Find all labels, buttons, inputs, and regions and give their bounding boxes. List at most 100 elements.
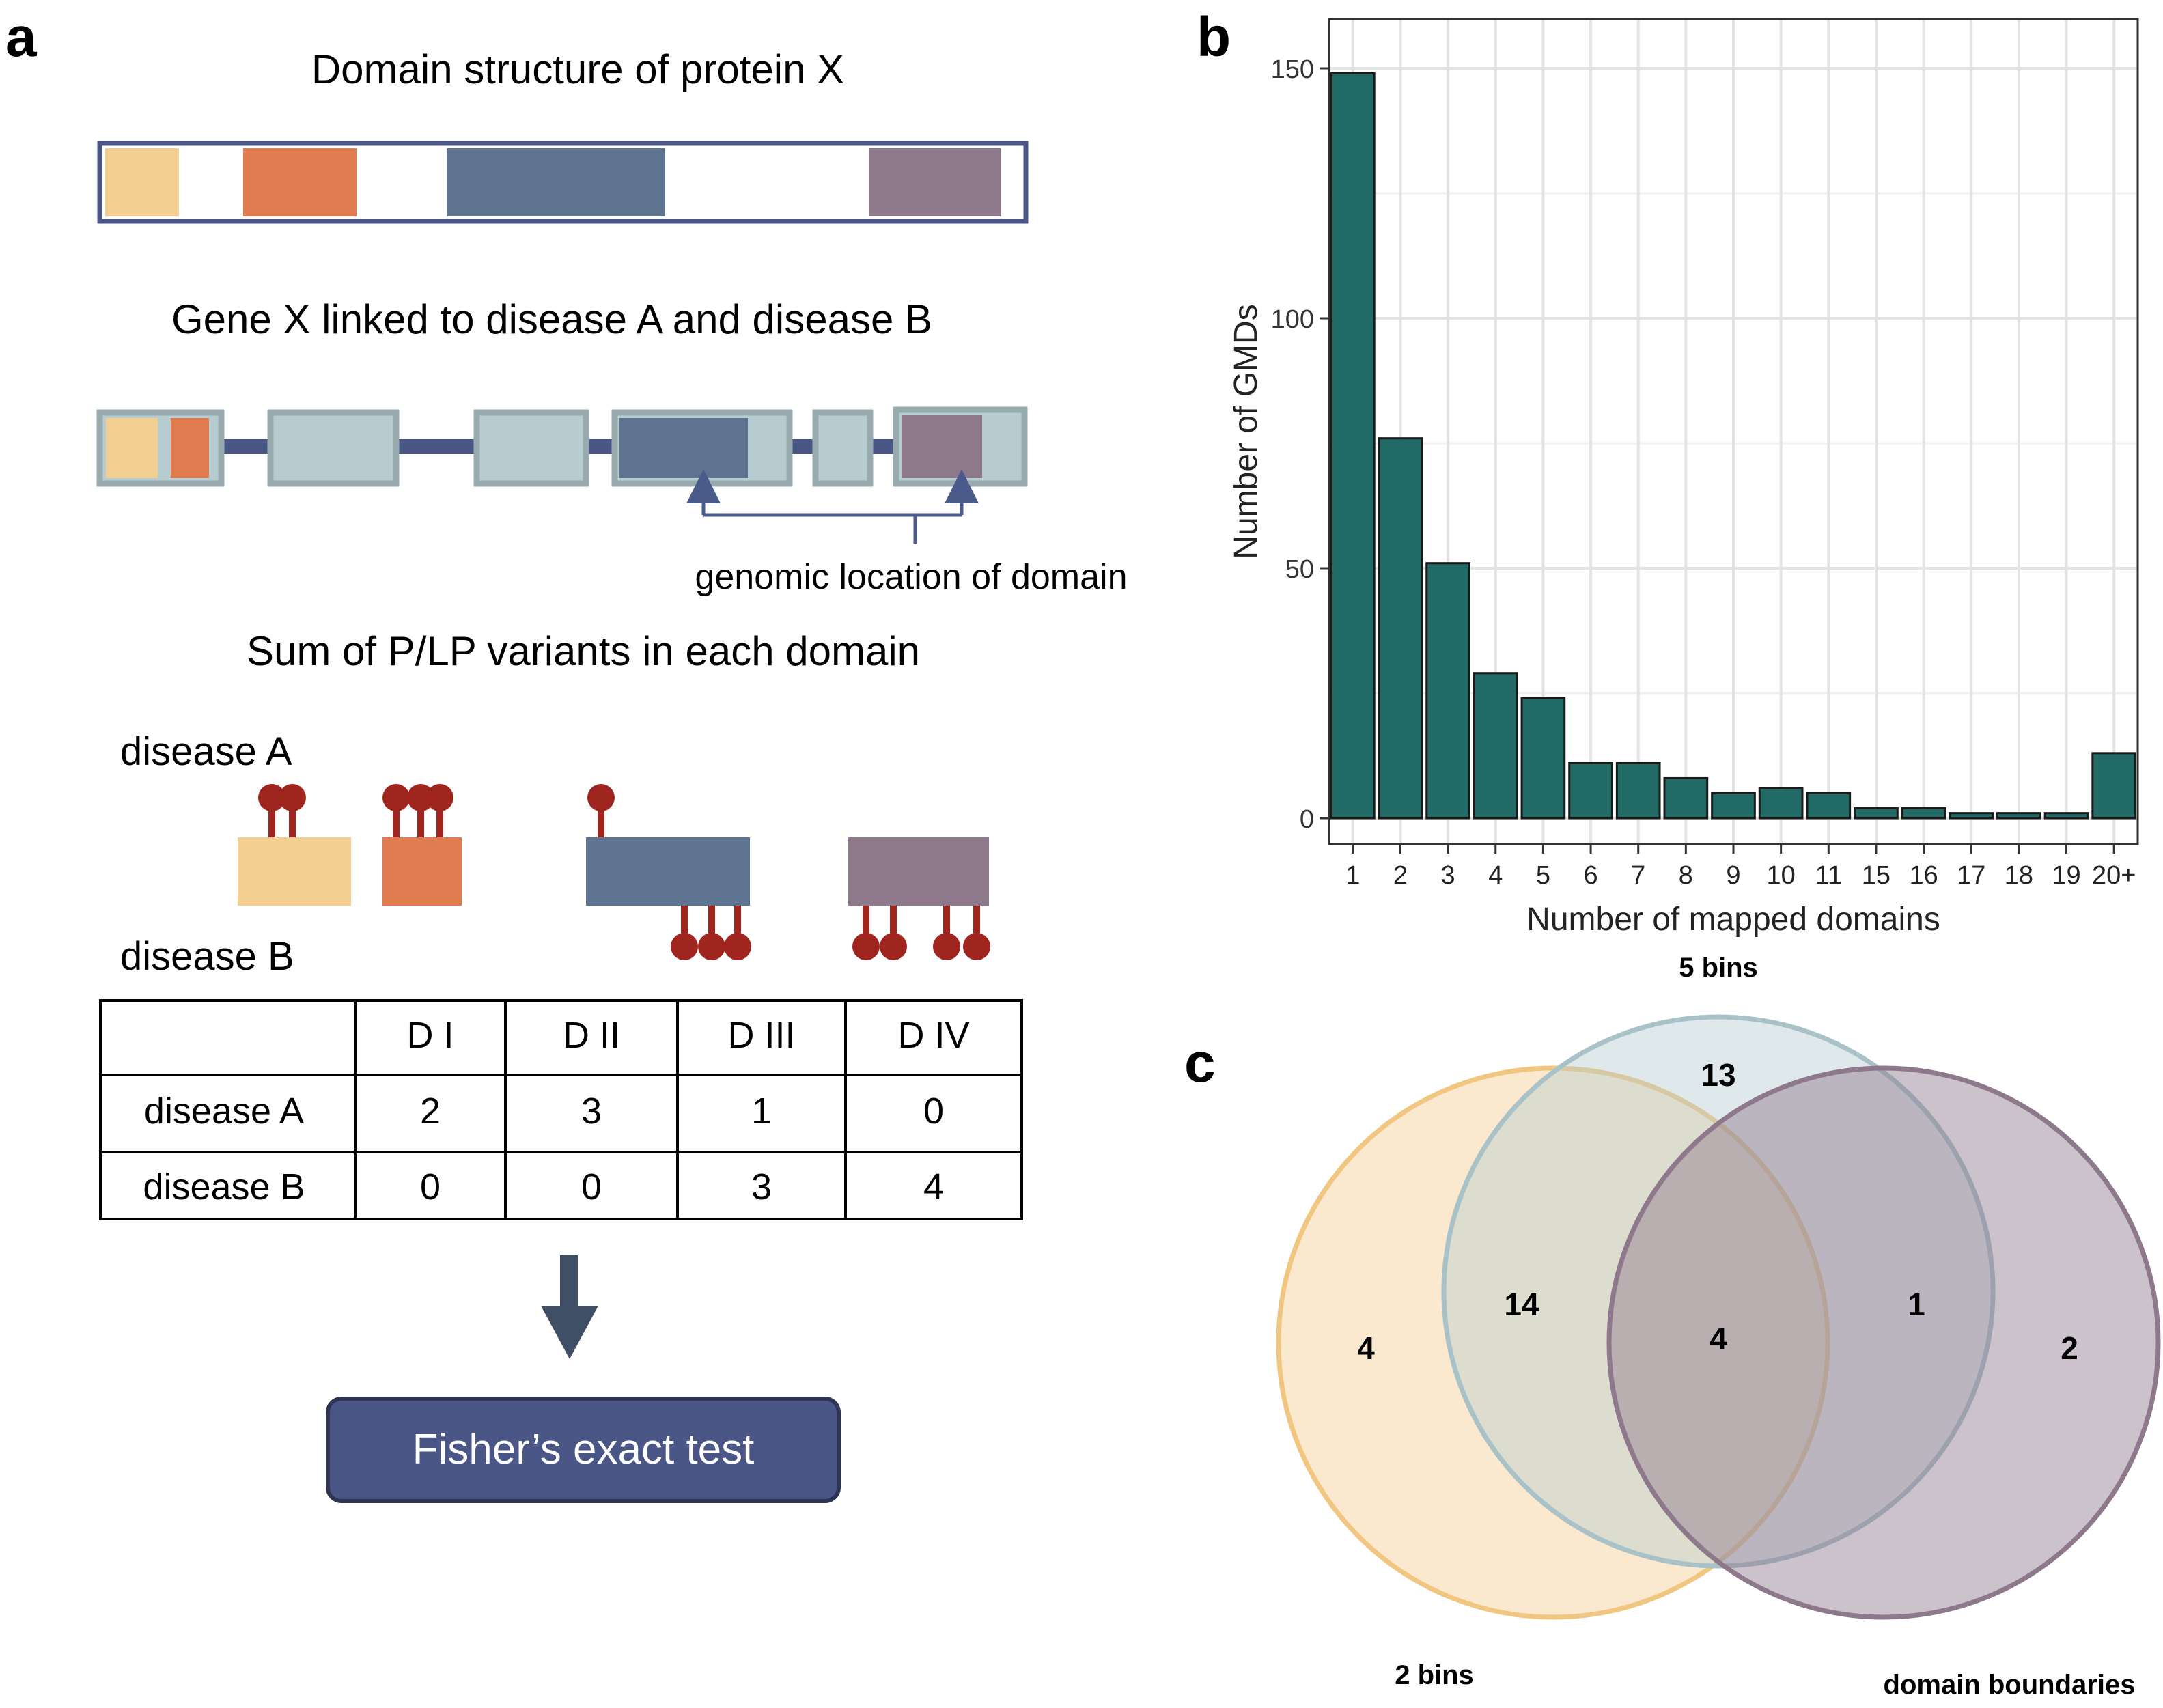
venn-count-only-domain-boundaries: 2 [2061,1330,2078,1366]
panel-b: b 0 50 100 150 1 2 3 4 5 6 7 8 9 10 11 15 16 17 18 19 20+ Num… [1197,6,2139,938]
y-tick-label: 0 [1300,805,1314,834]
variant-head-disease-a [382,784,410,811]
variant-title: Sum of P/LP variants in each domain [247,628,920,674]
bar-2 [1378,437,1423,820]
venn-count-only-2-bins: 4 [1357,1330,1375,1366]
y-tick-label: 150 [1271,55,1314,84]
exon-6-domain-4 [902,415,982,478]
x-tick-label: 19 [2052,861,2080,890]
variant-domain-3 [586,837,750,906]
x-tick-label: 8 [1679,861,1693,890]
bar-10 [1758,787,1804,820]
variant-domains [238,837,989,906]
y-tick-label: 50 [1285,555,1314,584]
table-cell: 2 [420,1091,441,1132]
disease-b-label: disease B [120,934,294,979]
gene-title: Gene X linked to disease A and disease B [171,296,932,342]
x-tick-label: 20+ [2092,861,2136,890]
variant-head-disease-a [258,784,285,811]
disease-a-label: disease A [120,729,292,774]
variant-head-disease-b [698,933,725,960]
bar-20+ [2091,752,2137,820]
table-header-d1: D I [406,1015,453,1056]
table-header-d4: D IV [897,1015,969,1056]
bar-6 [1568,761,1613,820]
y-axis-title: Number of GMDs [1228,304,1264,559]
bar-16 [1901,807,1946,820]
table-header-d2: D II [563,1015,620,1056]
genomic-location-note: genomic location of domain [695,557,1127,597]
bar-1 [1330,72,1376,820]
exon-1-domain-1 [106,418,158,478]
variant-domain-4 [848,837,989,906]
variant-head-disease-a [279,784,306,811]
x-tick-label: 5 [1536,861,1550,890]
x-tick-label: 1 [1345,861,1360,890]
gene-structure [96,406,1028,487]
panel-b-label: b [1197,6,1231,68]
venn-set-label-domain-boundaries: domain boundaries [1884,1670,2136,1700]
venn-count-2-and-5-bins: 14 [1504,1287,1539,1322]
domain-1-block [105,148,179,216]
venn-set-label-2-bins: 2 bins [1395,1660,1474,1690]
contingency-table: D I D II D III D IV disease A 2 3 1 0 di… [99,999,1023,1220]
venn-circle-domain-boundaries [1606,1065,2161,1620]
exon-3 [473,409,589,487]
table-row-label: disease B [143,1166,305,1207]
x-tick-label: 4 [1488,861,1503,890]
variant-head-disease-b [880,933,907,960]
table-cell: 0 [581,1166,602,1207]
panel-c-label: c [1184,1032,1216,1094]
variant-head-disease-b [963,933,990,960]
fisher-test-box: Fisher’s exact test [326,1397,841,1503]
table-cell: 1 [751,1091,772,1132]
bar-17 [1949,812,1994,820]
exon-4-domain-3 [619,418,748,478]
table-header-d3: D III [727,1015,795,1056]
x-tick-label: 17 [1957,861,1985,890]
x-tick-label: 18 [2005,861,2033,890]
x-tick-label: 9 [1726,861,1740,890]
domain-4-block [869,148,1001,216]
venn-circle-5-bins [1441,1014,1996,1569]
exon-5 [812,409,874,487]
panel-a: a Domain structure of protein X Gene X l… [5,6,1128,1503]
table-cell: 3 [581,1091,602,1132]
bar-5 [1520,697,1566,820]
variant-domain-1 [238,837,351,906]
variant-head-disease-a [426,784,453,811]
variant-head-disease-a [407,784,434,811]
exon-2 [267,409,400,487]
table-cell: 0 [420,1166,441,1207]
x-tick-label: 10 [1767,861,1796,890]
venn-count-only-5-bins: 13 [1701,1057,1735,1093]
x-tick-label: 6 [1583,861,1597,890]
bar-9 [1711,792,1756,820]
protein-title: Domain structure of protein X [311,46,844,92]
variant-head-disease-b [671,933,698,960]
venn-set-label-5-bins: 5 bins [1679,953,1758,983]
table-cell: 3 [751,1166,772,1207]
table-cell: 0 [923,1091,944,1132]
x-tick-label: 11 [1815,861,1842,890]
genomic-location-bracket [686,469,979,544]
variant-head-disease-b [724,933,751,960]
x-tick-label: 16 [1909,861,1938,890]
fisher-test-label: Fisher’s exact test [413,1426,755,1473]
bar-4 [1473,672,1518,820]
venn-count-5-bins-and-boundaries: 1 [1908,1287,1925,1322]
variant-head-disease-a [587,784,615,811]
down-arrow-icon [541,1255,598,1359]
y-tick-label: 100 [1271,305,1314,334]
variant-lollipops [258,784,990,960]
bar-8 [1663,776,1709,820]
x-tick-label: 3 [1441,861,1455,890]
bar-chart: 0 50 100 150 1 2 3 4 5 6 7 8 9 10 11 15 16 17 18 19 20+ Numbe… [1228,18,2139,938]
panel-c: c 5 bins 2 bins domain boundaries 4 13 2… [1184,953,2161,1700]
table-row-label: disease A [144,1091,304,1132]
variant-domain-2 [382,837,462,906]
fisher-test-shape [326,1397,841,1503]
table-outline [99,999,1023,1220]
x-tick-label: 7 [1631,861,1645,890]
